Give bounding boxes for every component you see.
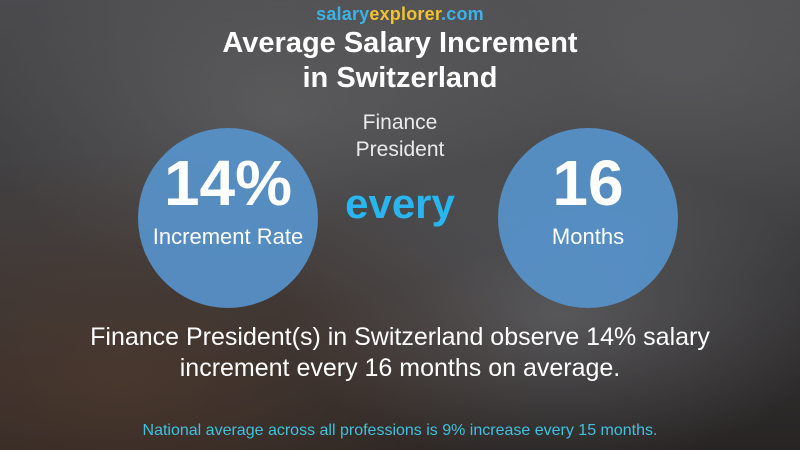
category-label: Finance	[362, 111, 438, 134]
logo-domain: .com	[441, 4, 484, 24]
summary-line-2: increment every 16 months on average.	[179, 354, 621, 382]
national-average-note: National average across all professions …	[142, 422, 658, 439]
logo-salary: salary	[316, 4, 370, 24]
period-value: 16	[552, 147, 624, 219]
every-connector: every	[345, 180, 455, 227]
summary-line-1: Finance President(s) in Switzerland obse…	[90, 323, 710, 351]
title-line-1: Average Salary Increment	[222, 27, 578, 59]
summary-text: Finance President(s) in Switzerland obse…	[0, 322, 800, 384]
increment-rate-circle: 14% Increment Rate	[138, 128, 318, 308]
increment-value: 14%	[163, 147, 293, 219]
title-line-2: in Switzerland	[302, 62, 498, 94]
job-title-label: President	[355, 138, 445, 161]
job-subtitle: Finance President	[0, 109, 800, 163]
logo-explorer: explorer	[369, 4, 442, 24]
page-title: Average Salary Increment in Switzerland	[0, 26, 800, 96]
period-label: Months	[551, 224, 625, 249]
increment-label: Increment Rate	[152, 224, 304, 249]
period-circle: 16 Months	[498, 128, 678, 308]
site-logo[interactable]: salaryexplorer.com	[0, 4, 800, 25]
